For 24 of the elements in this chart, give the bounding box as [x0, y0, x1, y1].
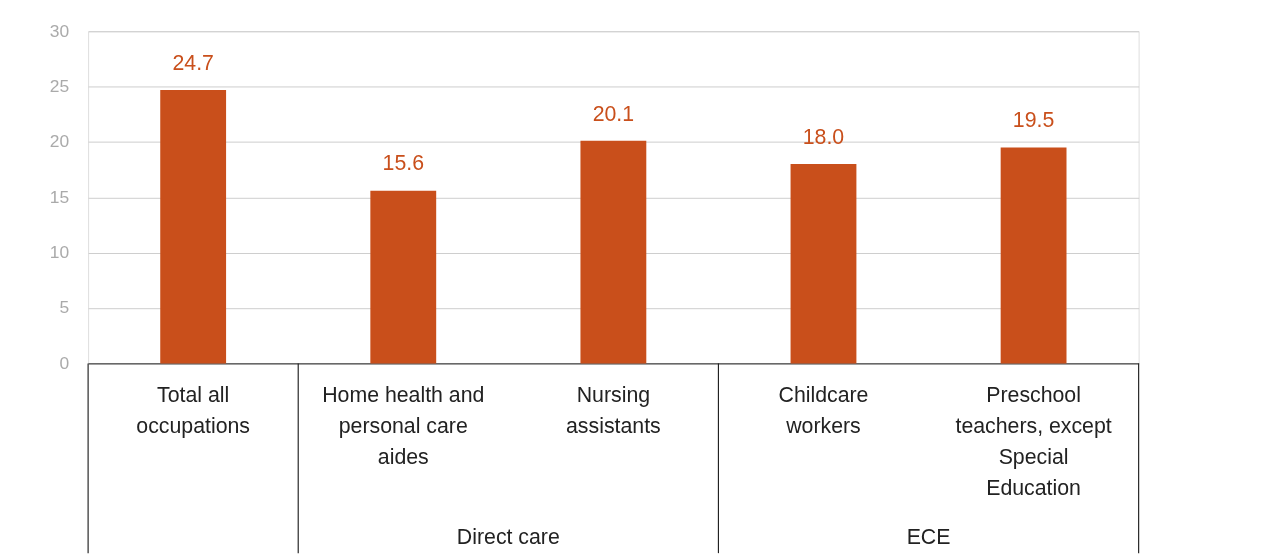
- y-tick-label: 25: [49, 75, 70, 96]
- y-tick-label: 0: [59, 352, 70, 373]
- bar: [1000, 147, 1067, 364]
- x-tick-label: Nursing assistants: [566, 382, 661, 438]
- x-tick-label: Home health and personal care aides: [322, 382, 485, 469]
- bar: [790, 164, 857, 364]
- bar: [370, 190, 437, 364]
- y-tick-label: 20: [49, 131, 70, 152]
- x-tick-label: Preschool teachers, except Special Education: [955, 382, 1112, 500]
- y-tick-label: 10: [49, 242, 70, 262]
- data-label: 15.6: [382, 151, 424, 176]
- text: Direct care: [456, 525, 560, 550]
- bar: [160, 89, 227, 364]
- y-tick-label: 30: [49, 20, 70, 41]
- x-tick-label: Total all occupations: [136, 382, 250, 438]
- x-tick-label: Childcare workers: [778, 382, 869, 438]
- data-label: 18.0: [802, 124, 845, 149]
- y-tick-label: 5: [59, 297, 70, 318]
- data-label: 24.7: [172, 50, 214, 75]
- data-label: 20.1: [592, 101, 635, 126]
- y-tick-label: 15: [49, 186, 70, 207]
- bar: [580, 140, 647, 364]
- data-label: 19.5: [1012, 108, 1055, 133]
- text: ECE: [906, 525, 951, 550]
